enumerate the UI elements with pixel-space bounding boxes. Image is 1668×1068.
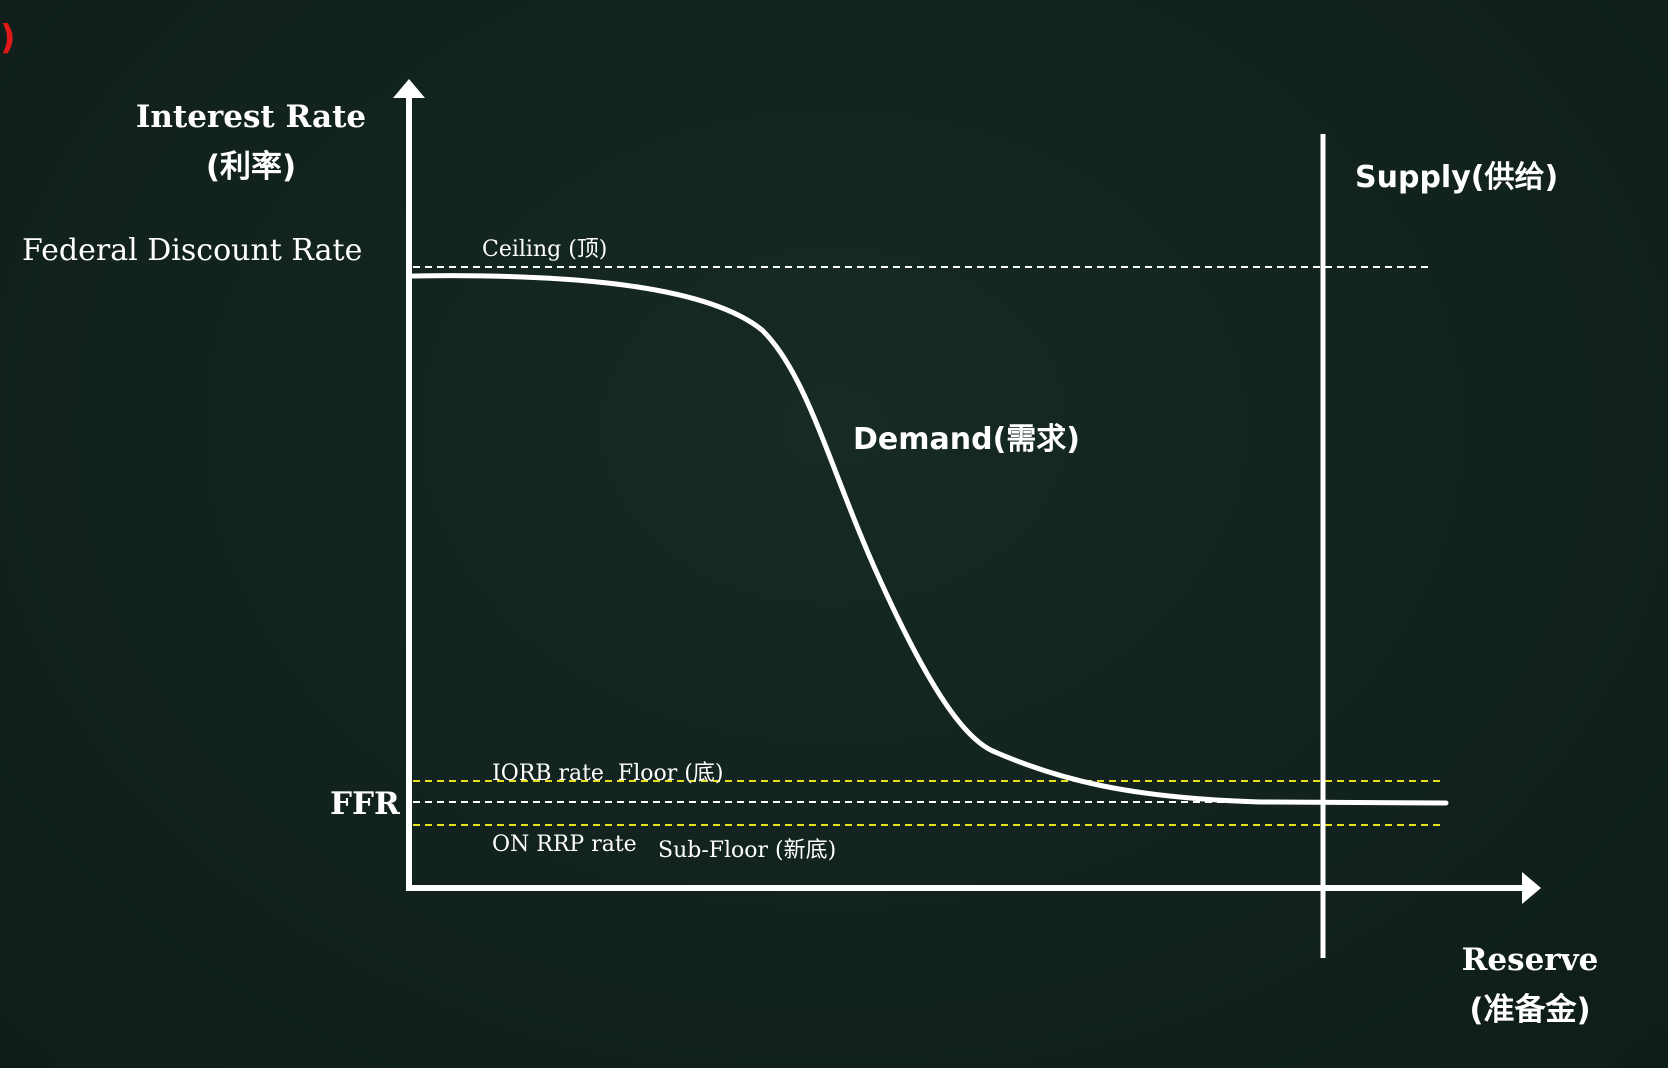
ceiling-label: Ceiling (顶) [482,237,608,262]
ffr-label: FFR [330,786,400,822]
demand-curve [410,273,1449,806]
x-axis-title-line1: Reserve [1461,942,1599,978]
demand-label: Demand(需求) [853,422,1081,457]
on-rrp-label: ON RRP rate [492,832,637,857]
x-axis-arrowhead [1522,872,1541,904]
y-axis-title-line2: (利率) [205,149,297,185]
iorb-floor-label: IORB rate Floor (底) [492,761,724,786]
y-axis-title: Interest Rate (利率) [130,92,372,192]
sub-floor-label: Sub-Floor (新底) [658,838,837,863]
federal-discount-rate-label: Federal Discount Rate [22,233,363,268]
supply-label: Supply(供给) [1355,160,1559,195]
corner-mark: ) [0,18,16,58]
x-axis-title: Reserve (准备金) [1442,935,1618,1035]
y-axis-title-line1: Interest Rate [135,99,367,135]
x-axis-title-line2: (准备金) [1469,992,1591,1028]
y-axis-arrowhead [393,79,425,98]
